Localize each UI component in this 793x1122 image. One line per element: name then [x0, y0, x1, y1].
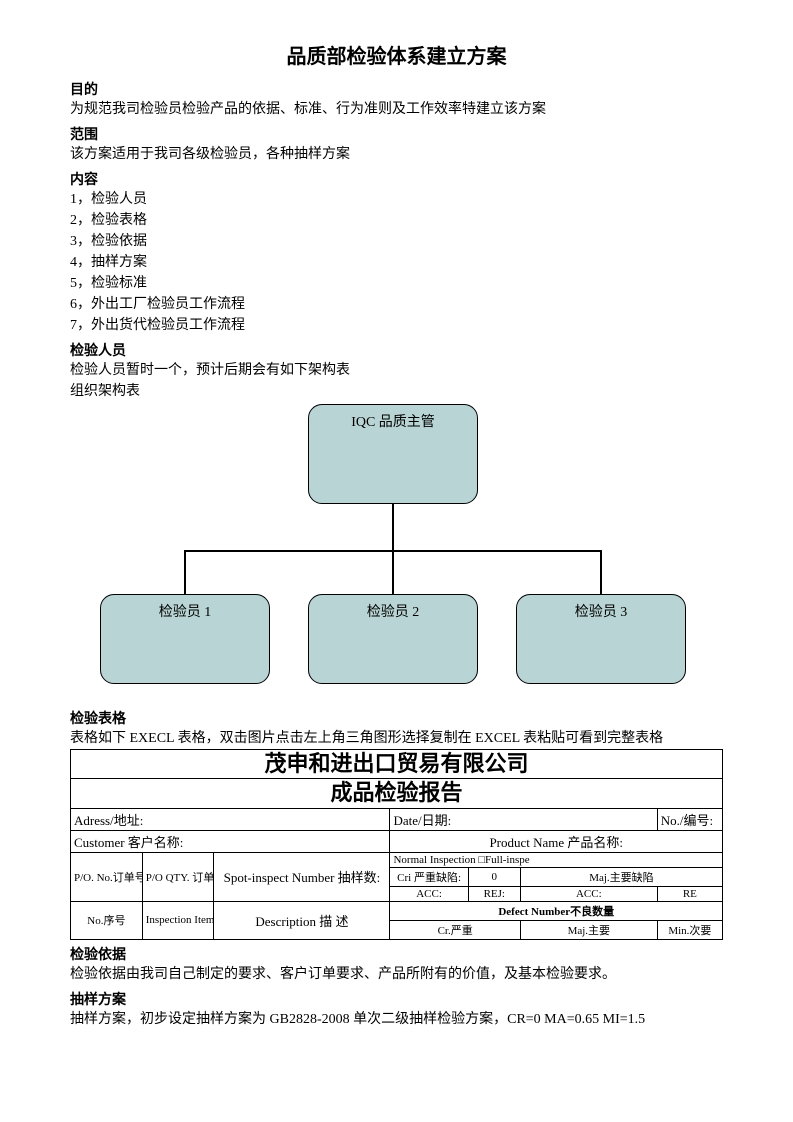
content-item-2: 2，检验表格 — [70, 210, 723, 231]
heading-purpose: 目的 — [70, 79, 723, 99]
report-product: Product Name 产品名称: — [390, 830, 723, 852]
report-po-no: P/O. No.订单号: — [71, 852, 143, 901]
heading-scope: 范围 — [70, 124, 723, 144]
page-title: 品质部检验体系建立方案 — [70, 40, 723, 69]
report-col-desc: Description 描 述 — [214, 901, 390, 939]
report-rej1: REJ: — [468, 886, 520, 901]
text-purpose: 为规范我司检验员检验产品的依据、标准、行为准则及工作效率特建立该方案 — [70, 99, 723, 120]
report-col-insp: Inspection Item — [142, 901, 214, 939]
content-item-1: 1，检验人员 — [70, 189, 723, 210]
org-node-c2: 检验员 2 — [308, 594, 478, 684]
heading-content: 内容 — [70, 169, 723, 189]
heading-basis: 检验依据 — [70, 944, 723, 964]
content-item-7: 7，外出货代检验员工作流程 — [70, 315, 723, 336]
text-sampling: 抽样方案，初步设定抽样方案为 GB2828-2008 单次二级抽样检验方案，CR… — [70, 1009, 723, 1030]
report-re2: RE — [657, 886, 722, 901]
org-node-top-label: IQC 品质主管 — [351, 415, 435, 430]
report-col-cr: Cr.严重 — [390, 920, 520, 939]
report-table: 茂申和进出口贸易有限公司 成品检验报告 Adress/地址: Date/日期: … — [70, 749, 723, 940]
text-basis: 检验依据由我司自己制定的要求、客户订单要求、产品所附有的价值，及基本检验要求。 — [70, 964, 723, 985]
org-line-drop3 — [600, 550, 602, 594]
text-scope: 该方案适用于我司各级检验员，各种抽样方案 — [70, 144, 723, 165]
content-item-3: 3，检验依据 — [70, 231, 723, 252]
report-address: Adress/地址: — [71, 808, 390, 830]
report-acc2: ACC: — [520, 886, 657, 901]
heading-form: 检验表格 — [70, 708, 723, 728]
report-spot: Spot-inspect Number 抽样数: — [214, 852, 390, 901]
org-node-c2-label: 检验员 2 — [367, 605, 420, 620]
text-personnel-1: 检验人员暂时一个，预计后期会有如下架构表 — [70, 360, 723, 381]
report-subtitle: 成品检验报告 — [71, 779, 723, 808]
org-node-c3: 检验员 3 — [516, 594, 686, 684]
report-date: Date/日期: — [390, 808, 657, 830]
org-node-top: IQC 品质主管 — [308, 404, 478, 504]
text-personnel-2: 组织架构表 — [70, 381, 723, 402]
report-col-defnum: Defect Number不良数量 — [390, 901, 723, 920]
report-customer: Customer 客户名称: — [71, 830, 390, 852]
content-item-6: 6，外出工厂检验员工作流程 — [70, 294, 723, 315]
org-node-c1: 检验员 1 — [100, 594, 270, 684]
heading-personnel: 检验人员 — [70, 340, 723, 360]
report-zero: 0 — [468, 867, 520, 886]
org-chart: IQC 品质主管 检验员 1 检验员 2 检验员 3 — [70, 404, 723, 704]
report-po-qty: P/O QTY. 订单数: — [142, 852, 214, 901]
text-form: 表格如下 EXECL 表格，双击图片点击左上角三角图形选择复制在 EXCEL 表… — [70, 728, 723, 749]
report-cri: Cri 严重缺陷: — [390, 867, 468, 886]
org-line-down1 — [392, 504, 394, 550]
org-line-drop2 — [392, 550, 394, 594]
report-maj: Maj.主要缺陷 — [520, 867, 722, 886]
org-node-c3-label: 检验员 3 — [575, 605, 628, 620]
report-col-maj: Maj.主要 — [520, 920, 657, 939]
org-node-c1-label: 检验员 1 — [159, 605, 212, 620]
report-company: 茂申和进出口贸易有限公司 — [71, 750, 723, 779]
report-col-min: Min.次要 — [657, 920, 722, 939]
report-normal: Normal Inspection □Full-inspe — [390, 852, 723, 867]
org-line-drop1 — [184, 550, 186, 594]
report-no: No./编号: — [657, 808, 722, 830]
report-col-no: No.序号 — [71, 901, 143, 939]
heading-sampling: 抽样方案 — [70, 989, 723, 1009]
content-item-4: 4，抽样方案 — [70, 252, 723, 273]
report-acc1: ACC: — [390, 886, 468, 901]
content-item-5: 5，检验标准 — [70, 273, 723, 294]
